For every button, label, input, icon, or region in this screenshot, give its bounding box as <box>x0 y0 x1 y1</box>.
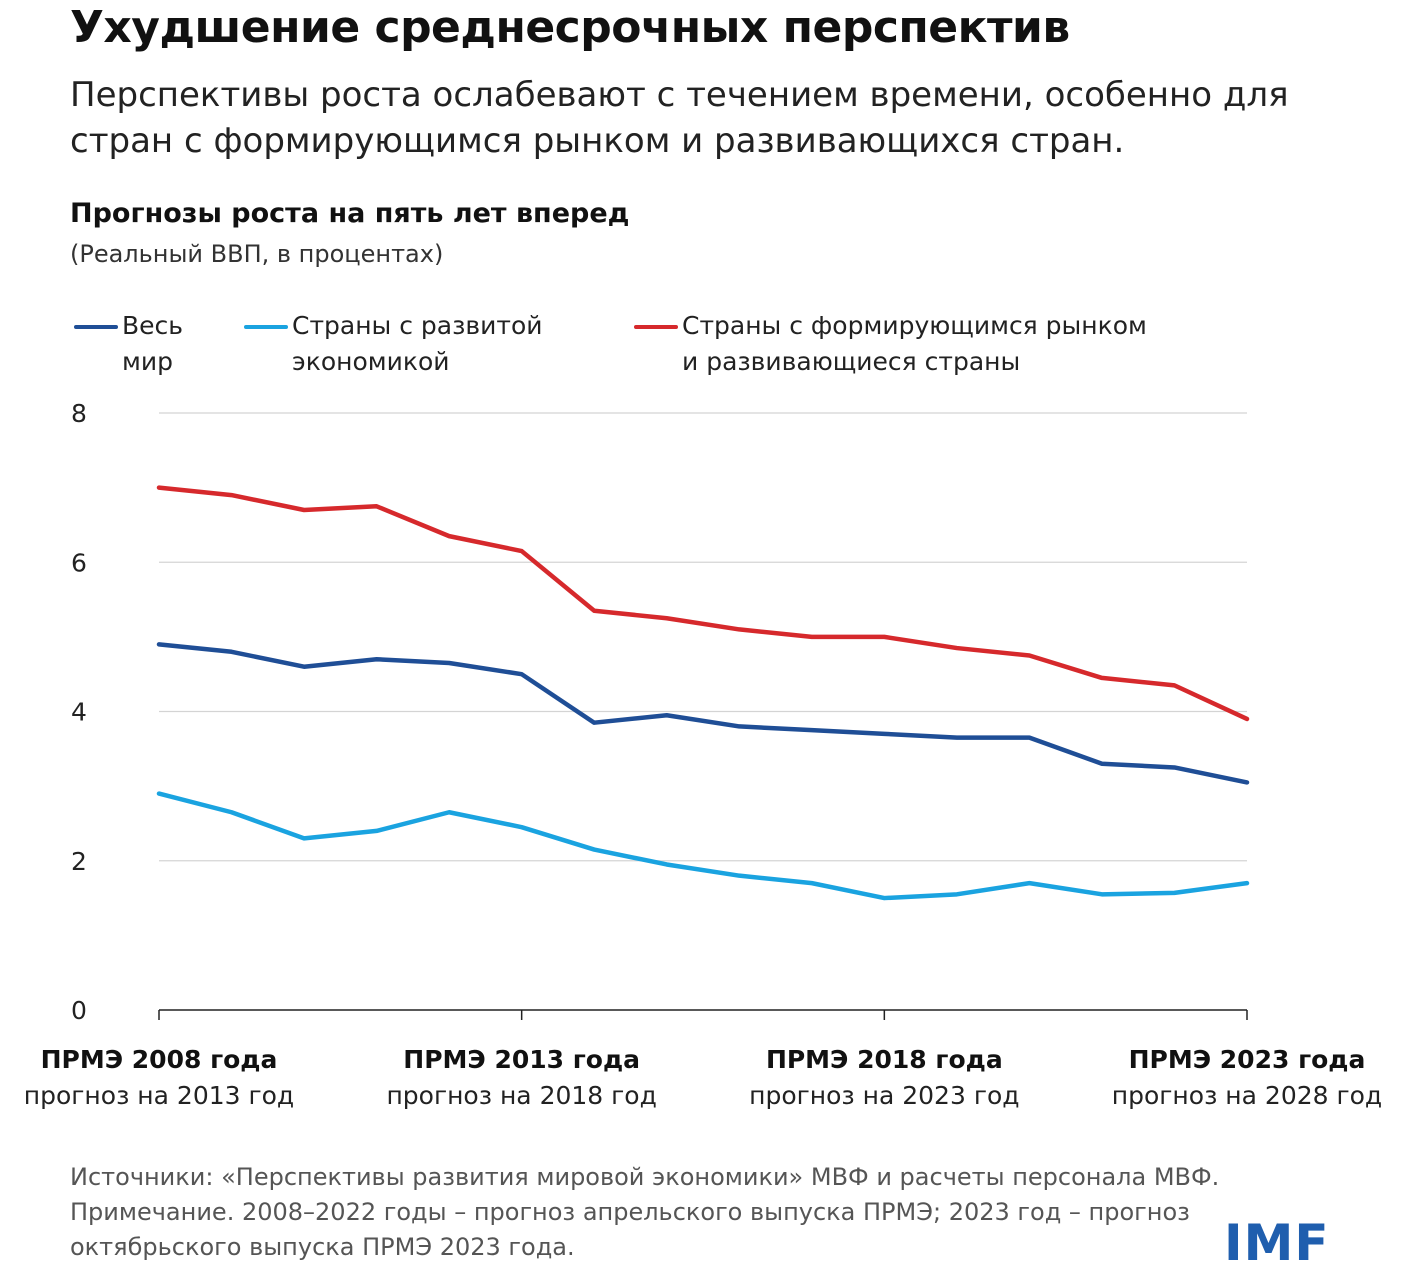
legend-swatch-advanced <box>244 325 288 329</box>
x-tick-label-horizon: прогноз на 2018 год <box>386 1081 656 1110</box>
series-line-emerging <box>156 485 1250 722</box>
legend-label-world-line1: Весь <box>122 311 184 340</box>
footer-sources: Источники: «Перспективы развития мировой… <box>70 1163 1220 1191</box>
legend-label-advanced-line1: Страны с развитой <box>292 311 543 340</box>
legend-label-world-line2: мир <box>122 347 173 376</box>
y-tick-label: 4 <box>71 698 87 727</box>
chart-subtitle: (Реальный ВВП, в процентах) <box>70 240 444 268</box>
chart-title: Прогнозы роста на пять лет вперед <box>70 198 630 229</box>
imf-logo: IMF <box>1224 1214 1330 1272</box>
x-tick-label-horizon: прогноз на 2013 год <box>24 1081 294 1110</box>
x-tick-label-edition: ПРМЭ 2008 года <box>41 1045 278 1074</box>
x-tick-label-horizon: прогноз на 2028 год <box>1112 1081 1382 1110</box>
x-tick-label-edition: ПРМЭ 2013 года <box>403 1045 640 1074</box>
legend-label-emerging-line2: и развивающиеся страны <box>682 347 1021 376</box>
series-line-world <box>156 642 1250 785</box>
y-tick-label: 2 <box>71 847 87 876</box>
footer: Источники: «Перспективы развития мировой… <box>70 1160 1270 1265</box>
x-tick-label-edition: ПРМЭ 2018 года <box>766 1045 1003 1074</box>
line-chart: 0 2 4 6 8 ПРМЭ 2008 года прогноз на 2013 год П… <box>24 399 1382 1110</box>
legend-swatch-world <box>74 325 118 329</box>
x-tick-label-horizon: прогноз на 2023 год <box>749 1081 1019 1110</box>
legend-swatch-emerging <box>634 325 678 329</box>
x-tick-label-edition: ПРМЭ 2023 года <box>1129 1045 1366 1074</box>
series-line-advanced <box>156 791 1250 901</box>
legend-label-emerging-line1: Страны с формирующимся рынком <box>682 311 1147 340</box>
y-tick-label: 0 <box>71 996 87 1025</box>
y-tick-label: 6 <box>71 548 87 577</box>
page-title: Ухудшение среднесрочных перспектив <box>70 2 1070 53</box>
page-subtitle: Перспективы роста ослабевают с течением … <box>70 75 1289 161</box>
y-tick-label: 8 <box>71 399 87 428</box>
footer-note: Примечание. 2008–2022 годы – прогноз апр… <box>70 1198 1190 1261</box>
legend-label-advanced-line2: экономикой <box>292 347 450 376</box>
